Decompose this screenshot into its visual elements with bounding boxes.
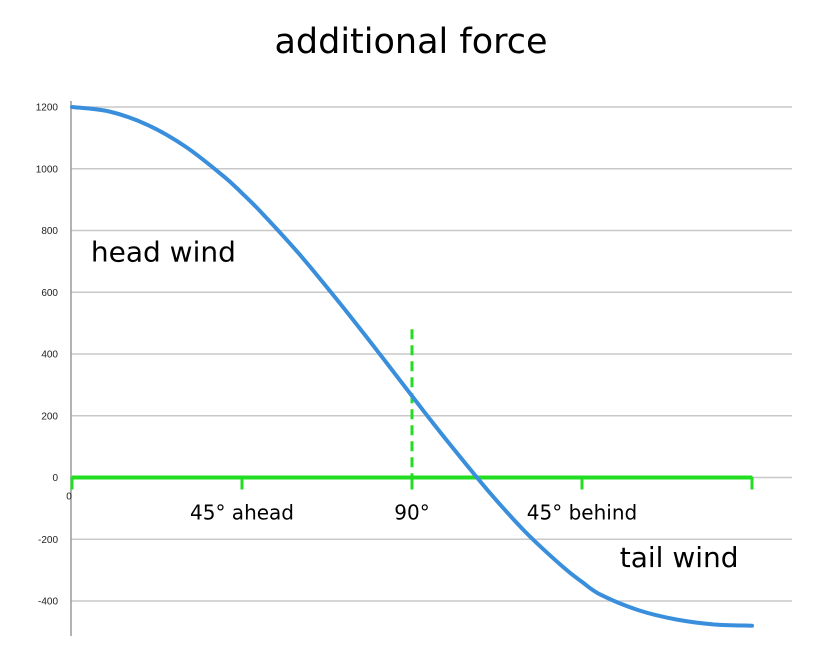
chart-title: additional force [274, 22, 548, 62]
x-marker-label: 90° [394, 501, 429, 525]
y-tick-label: 400 [41, 350, 58, 361]
y-tick-label: 800 [41, 226, 58, 237]
y-tick-label: -200 [38, 535, 58, 546]
x-origin-label: 0 [66, 492, 72, 503]
y-tick-label: 200 [41, 411, 58, 422]
annotation-label: tail wind [620, 541, 739, 574]
y-tick-label: -400 [38, 597, 58, 608]
x-marker-label: 45° ahead [190, 501, 294, 525]
y-tick-label: 1000 [36, 164, 59, 175]
y-tick-label: 0 [52, 473, 58, 484]
y-tick-label: 1200 [36, 103, 59, 114]
y-tick-label: 600 [41, 288, 58, 299]
x-marker-label: 45° behind [527, 501, 637, 525]
series-line [70, 105, 754, 628]
annotation-label: head wind [91, 235, 236, 268]
